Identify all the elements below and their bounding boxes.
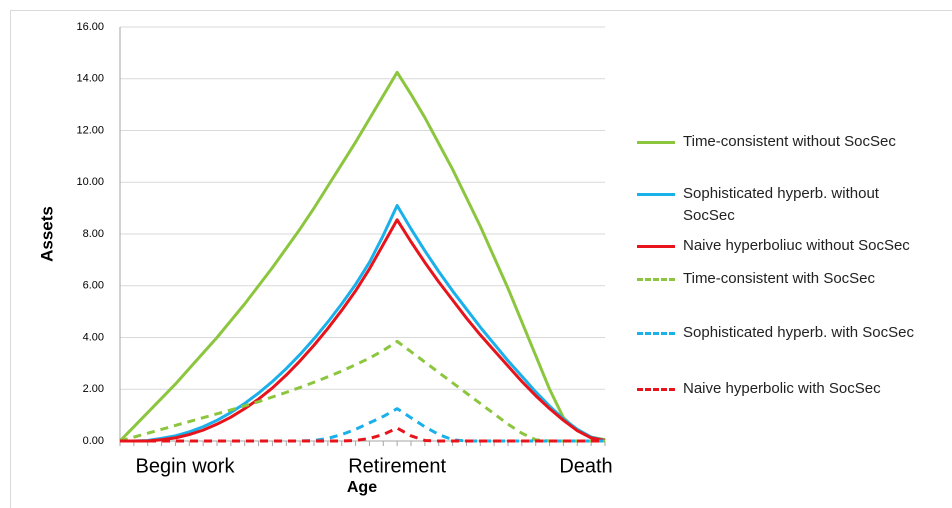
y-tick-label: 12.00 <box>76 124 104 136</box>
legend-label: Naive hyperboliuc without SocSec <box>683 237 910 254</box>
y-axis-title: Assets <box>37 206 56 262</box>
series-line <box>118 70 606 443</box>
y-tick-label: 6.00 <box>83 280 104 292</box>
x-tick-label: Death <box>559 455 612 477</box>
legend-swatch <box>637 332 675 335</box>
legend-label: Sophisticated hyperb. without SocSec <box>683 185 879 224</box>
series-line <box>120 204 606 443</box>
y-tick-label: 10.00 <box>76 176 104 188</box>
chart-frame <box>10 10 952 508</box>
y-tick-label: 2.00 <box>83 383 104 395</box>
y-tick-label: 16.00 <box>76 21 104 33</box>
legend-label: Naive hyperbolic with SocSec <box>683 380 881 397</box>
y-tick-label: 0.00 <box>83 435 104 447</box>
legend-swatch <box>637 278 675 281</box>
y-tick-label: 4.00 <box>83 331 104 343</box>
legend-label: Time-consistent without SocSec <box>683 133 896 150</box>
y-tick-label: 8.00 <box>83 228 104 240</box>
x-axis-title: Age <box>347 479 377 496</box>
series-line <box>120 407 605 443</box>
legend-label: Time-consistent with SocSec <box>683 270 876 287</box>
series-line <box>120 218 606 443</box>
y-tick-label: 14.00 <box>76 73 104 85</box>
x-tick-label: Begin work <box>136 455 236 477</box>
x-tick-label: Retirement <box>348 455 446 477</box>
legend-swatch <box>637 141 675 144</box>
series-line <box>119 339 605 443</box>
legend-swatch <box>637 193 675 196</box>
series-line <box>120 426 605 443</box>
legend-swatch <box>637 388 675 391</box>
legend-label: Sophisticated hyperb. with SocSec <box>683 324 914 341</box>
legend-swatch <box>637 245 675 248</box>
